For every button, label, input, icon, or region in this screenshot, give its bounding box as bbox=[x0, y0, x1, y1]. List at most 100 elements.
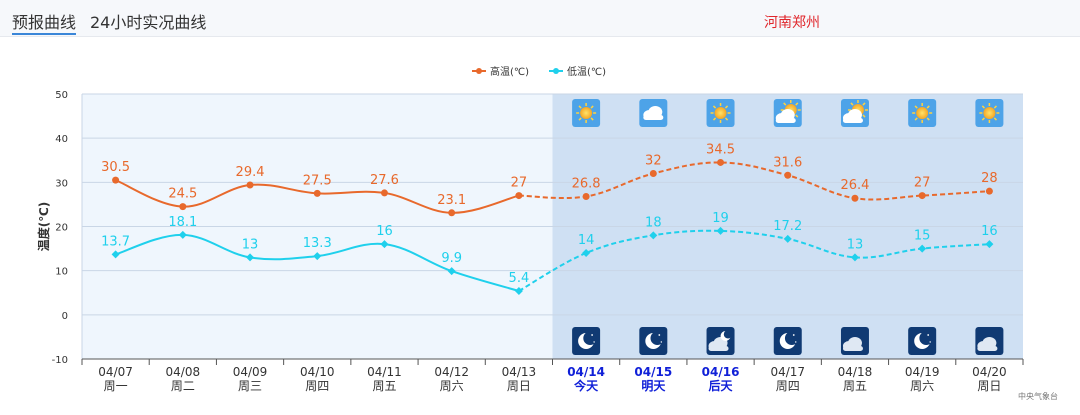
sun-ray bbox=[981, 117, 985, 121]
data-label: 13 bbox=[242, 237, 259, 252]
y-tick-label: 30 bbox=[55, 178, 68, 189]
x-tick-day: 周五 bbox=[372, 379, 396, 393]
sunny-icon bbox=[975, 99, 1004, 127]
data-point bbox=[649, 231, 658, 240]
data-point bbox=[582, 192, 590, 200]
moon-shadow bbox=[583, 331, 597, 346]
sun-ray bbox=[590, 117, 594, 121]
x-tick-day: 明天 bbox=[641, 379, 666, 393]
y-tick-label: 40 bbox=[55, 134, 68, 145]
data-label: 27.6 bbox=[370, 173, 399, 188]
series-line-forecast bbox=[518, 229, 990, 292]
moon-icon bbox=[908, 327, 937, 355]
data-point bbox=[918, 192, 926, 200]
cloud-part bbox=[643, 115, 664, 120]
sun-ray bbox=[590, 105, 594, 109]
sun-disc bbox=[580, 107, 593, 119]
data-label: 29.4 bbox=[236, 165, 265, 180]
sun-ray bbox=[578, 117, 582, 121]
x-tick-day: 周五 bbox=[843, 379, 867, 393]
data-point bbox=[380, 240, 389, 249]
data-label: 31.6 bbox=[773, 155, 802, 170]
x-tick-date: 04/20 bbox=[972, 365, 1007, 379]
cloudy-night-icon bbox=[706, 327, 735, 355]
tab-forecast-curve[interactable]: 预报曲线 bbox=[12, 13, 77, 32]
data-point bbox=[448, 209, 456, 217]
sunny-icon bbox=[572, 99, 601, 127]
sun-ray bbox=[795, 102, 799, 106]
tab-24h-observation-curve[interactable]: 24小时实况曲线 bbox=[90, 13, 207, 32]
sun-ray bbox=[712, 105, 717, 109]
data-label: 26.8 bbox=[572, 176, 601, 191]
active-tab-indicator bbox=[12, 33, 76, 35]
data-point bbox=[582, 249, 591, 257]
moon-shadow bbox=[650, 331, 665, 346]
cloud-part bbox=[977, 346, 998, 351]
x-tick-date: 04/09 bbox=[233, 365, 268, 379]
x-tick-day: 周日 bbox=[977, 379, 1001, 393]
x-tick-day: 周日 bbox=[507, 379, 531, 393]
x-tick-date: 04/13 bbox=[502, 365, 537, 379]
data-point bbox=[111, 250, 120, 259]
legend-label: 高温(℃) bbox=[490, 65, 529, 78]
sun-ray bbox=[783, 102, 787, 106]
star bbox=[591, 334, 594, 336]
sun-ray bbox=[862, 114, 866, 118]
data-label: 19 bbox=[712, 211, 729, 226]
x-tick-day: 周三 bbox=[238, 379, 262, 393]
sun-ray bbox=[993, 117, 997, 121]
x-tick-date: 04/19 bbox=[905, 365, 940, 379]
overcast-night-icon bbox=[840, 327, 869, 355]
data-point bbox=[649, 170, 657, 177]
moon-icon bbox=[773, 327, 802, 355]
data-point bbox=[985, 240, 994, 249]
x-tick-date: 04/18 bbox=[838, 365, 873, 379]
x-tick-date: 04/07 bbox=[98, 365, 133, 379]
moon-shadow bbox=[784, 331, 799, 346]
y-axis-label: 温度(℃) bbox=[36, 202, 51, 252]
data-label: 13.3 bbox=[303, 236, 332, 251]
data-label: 27 bbox=[511, 176, 528, 191]
data-label: 13 bbox=[847, 237, 864, 252]
data-point bbox=[515, 192, 523, 200]
data-label: 16 bbox=[981, 224, 998, 239]
data-point bbox=[447, 267, 456, 276]
data-point bbox=[514, 286, 523, 295]
data-label: 18 bbox=[645, 215, 662, 230]
legend-label: 低温(℃) bbox=[567, 65, 606, 78]
x-tick-date: 04/10 bbox=[300, 365, 335, 379]
data-label: 9.9 bbox=[441, 251, 462, 266]
star bbox=[792, 334, 795, 336]
star bbox=[795, 341, 797, 343]
moon-shadow bbox=[919, 331, 933, 346]
data-point bbox=[380, 189, 388, 197]
data-point bbox=[851, 194, 859, 202]
moon-icon bbox=[572, 327, 601, 355]
data-point bbox=[313, 252, 322, 261]
star bbox=[660, 341, 663, 343]
sun-ray bbox=[926, 105, 930, 109]
y-tick-label: 10 bbox=[55, 267, 68, 278]
x-tick-day: 周一 bbox=[104, 379, 128, 393]
x-tick-day: 周六 bbox=[440, 379, 464, 393]
data-point bbox=[717, 158, 725, 166]
x-tick-date: 04/15 bbox=[634, 365, 672, 379]
data-point bbox=[918, 244, 927, 253]
data-point bbox=[112, 176, 120, 184]
data-label: 28 bbox=[981, 171, 998, 186]
data-point bbox=[246, 253, 255, 262]
sunny-icon bbox=[908, 99, 937, 127]
data-label: 27 bbox=[914, 176, 931, 191]
sun-ray bbox=[712, 117, 717, 121]
data-label: 34.5 bbox=[706, 142, 735, 157]
legend-marker bbox=[476, 68, 482, 74]
x-tick-day: 后天 bbox=[709, 378, 734, 393]
city-name: 河南郑州 bbox=[764, 15, 820, 31]
x-tick-day: 周四 bbox=[776, 379, 800, 393]
data-label: 27.5 bbox=[303, 173, 332, 188]
legend-marker bbox=[553, 68, 559, 74]
star bbox=[927, 334, 930, 336]
sun-ray bbox=[850, 102, 854, 106]
data-label: 32 bbox=[645, 154, 662, 169]
